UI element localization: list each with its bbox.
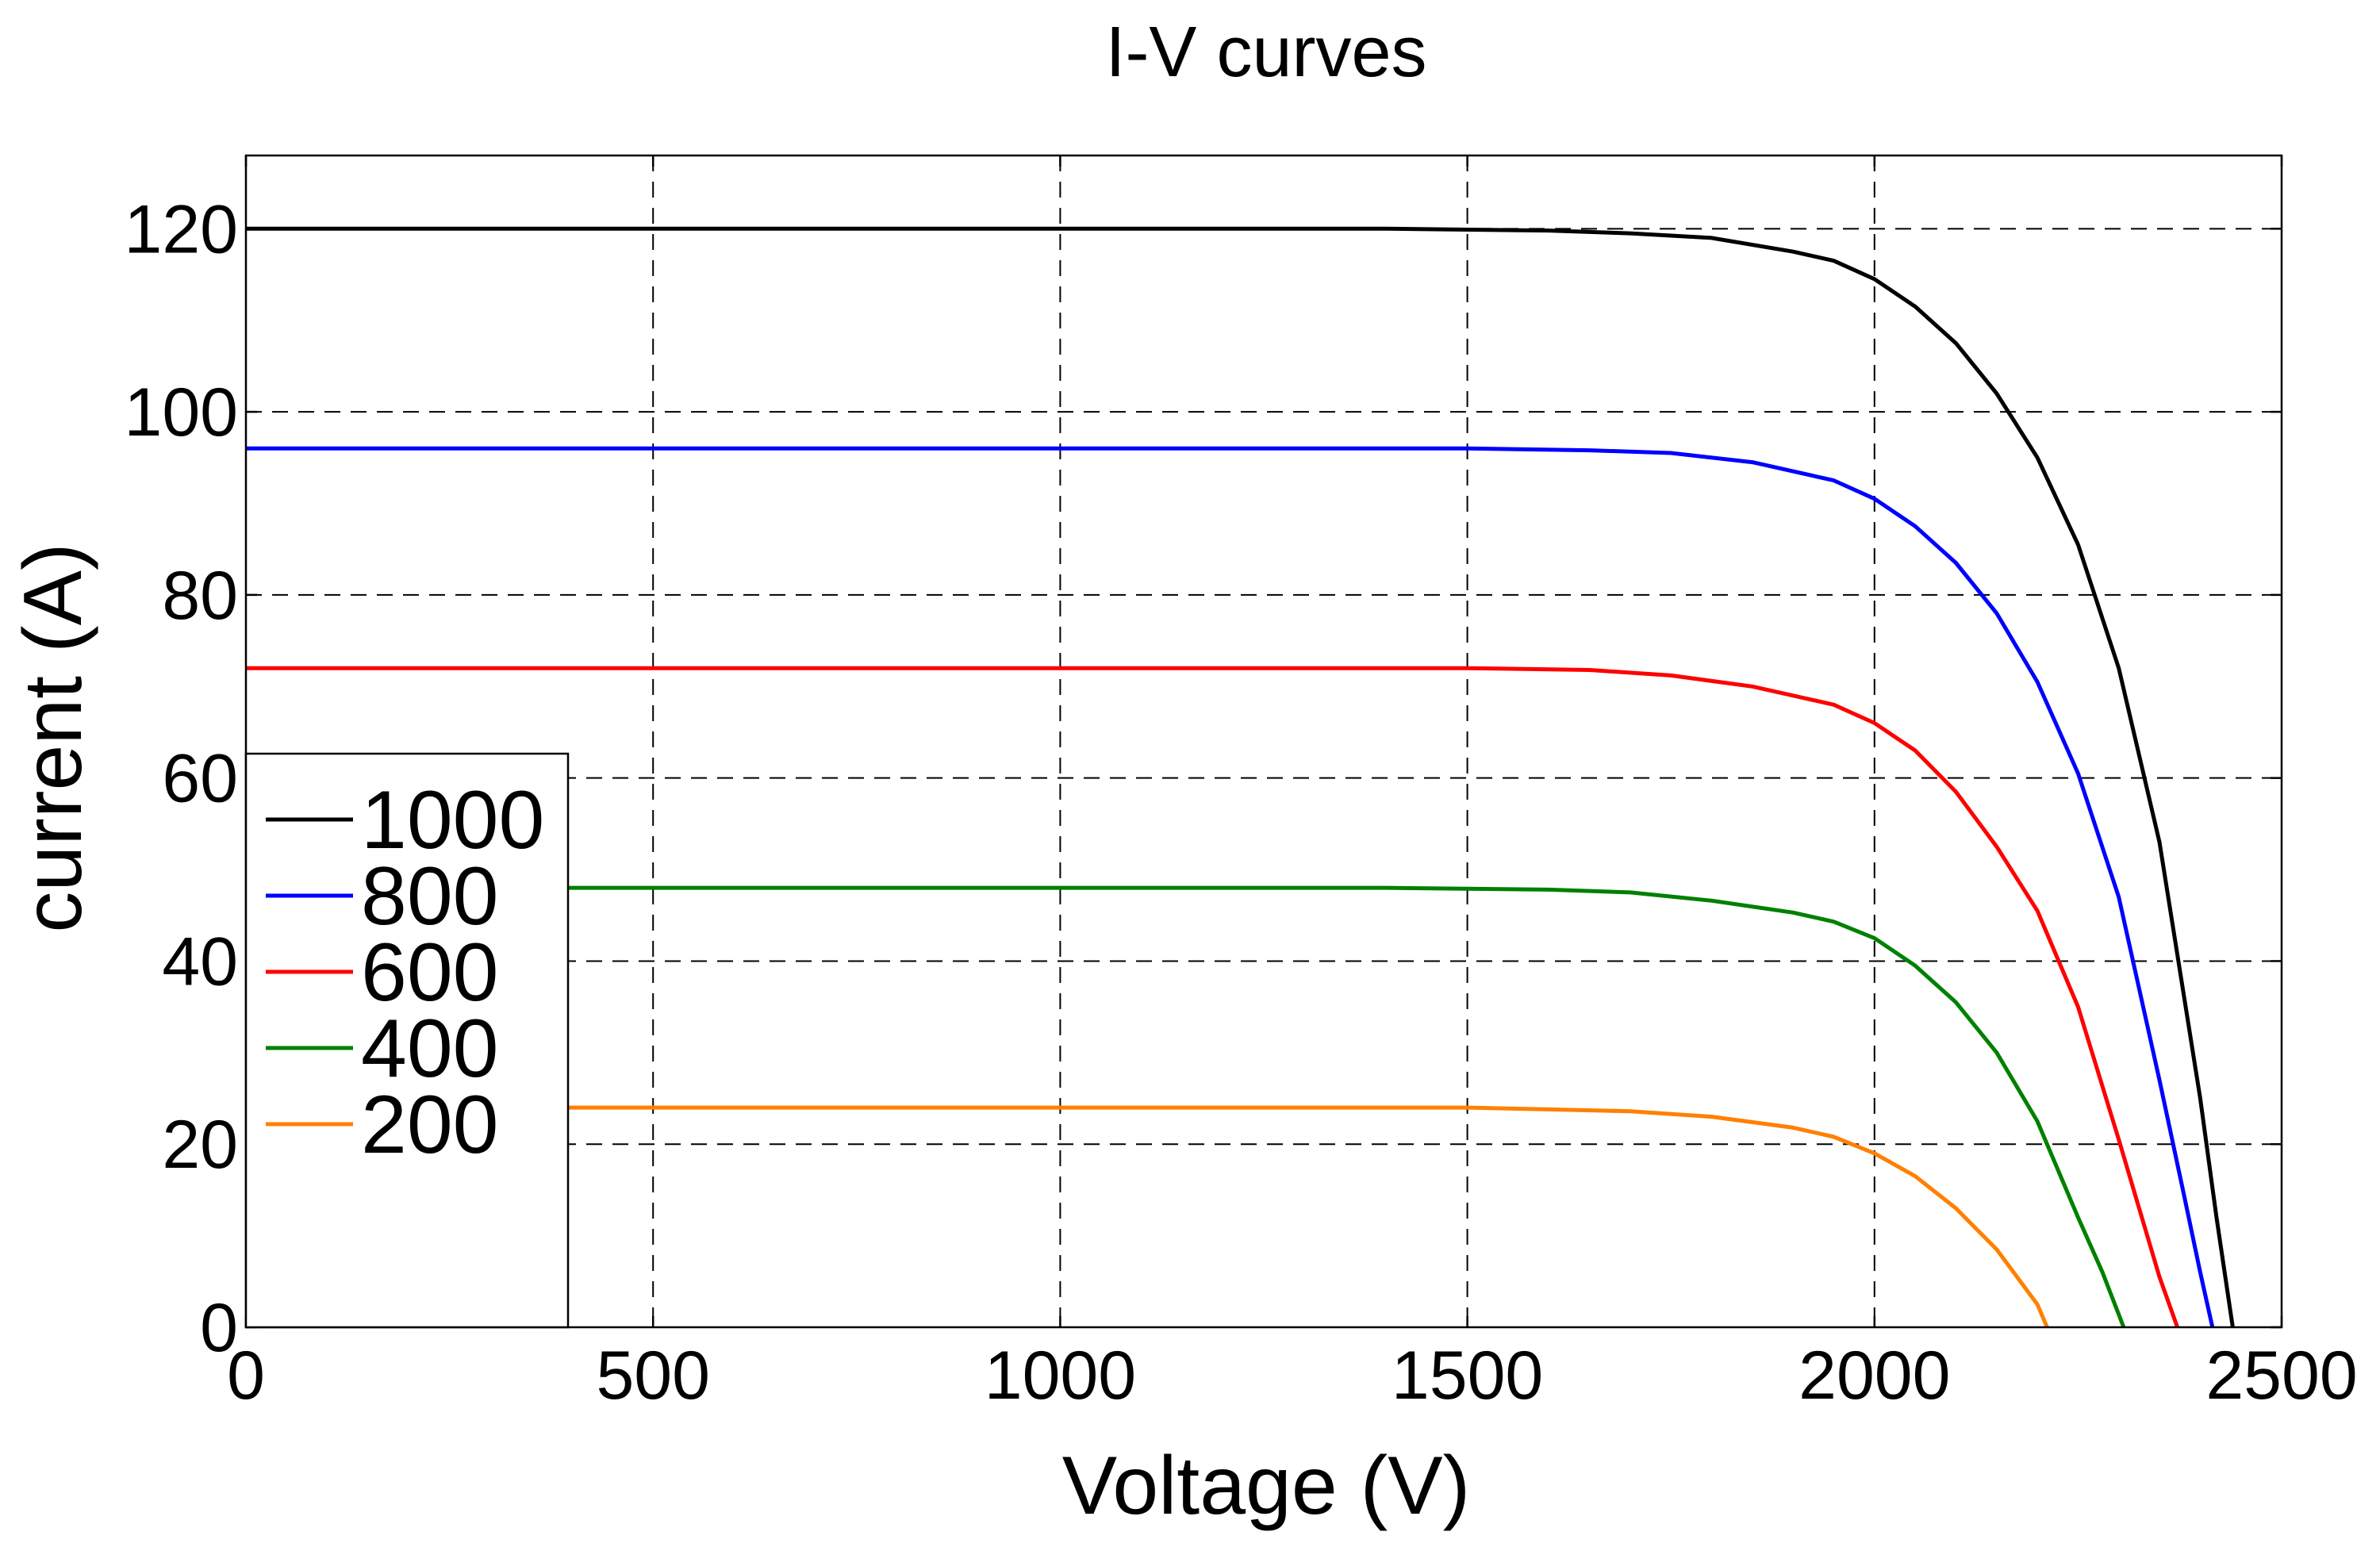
y-tick-label: 20 (162, 1107, 238, 1183)
y-axis-label: current (A) (7, 543, 99, 932)
y-tick-label: 100 (125, 374, 239, 451)
x-tick-label: 2500 (2205, 1338, 2357, 1414)
y-tick-label: 0 (200, 1290, 238, 1366)
y-tick-label: 40 (162, 923, 238, 1000)
x-tick-label: 2000 (1798, 1338, 1950, 1414)
chart-title: I-V curves (1105, 13, 1426, 92)
series-line-200 (246, 1105, 2049, 1328)
y-tick-label: 80 (162, 558, 238, 634)
x-tick-label: 1000 (985, 1338, 1136, 1414)
y-tick-label: 120 (125, 191, 239, 267)
axis-ticks: 0 500 1000 1500 2000 2500 0 20 40 60 80 100 120 (125, 155, 2358, 1414)
legend-label-1000: 1000 (361, 774, 544, 866)
y-tick-label: 60 (162, 741, 238, 817)
series-line-400 (246, 885, 2126, 1328)
series-line-600 (246, 666, 2179, 1328)
series-line-1000 (246, 226, 2235, 1328)
x-axis-label: Voltage (V) (1062, 1440, 1471, 1532)
legend-label-400: 400 (361, 1003, 499, 1095)
legend-label-600: 600 (361, 927, 499, 1019)
grid-lines (246, 155, 2282, 1327)
series-lines (246, 226, 2235, 1328)
series-line-800 (246, 446, 2215, 1328)
x-tick-label: 1500 (1392, 1338, 1543, 1414)
x-tick-label: 0 (227, 1338, 265, 1414)
legend-box (244, 752, 570, 1329)
legend-label-200: 200 (361, 1079, 499, 1171)
plot-frame (244, 154, 2283, 1329)
x-tick-label: 500 (596, 1338, 710, 1414)
legend-label-800: 800 (361, 850, 499, 942)
